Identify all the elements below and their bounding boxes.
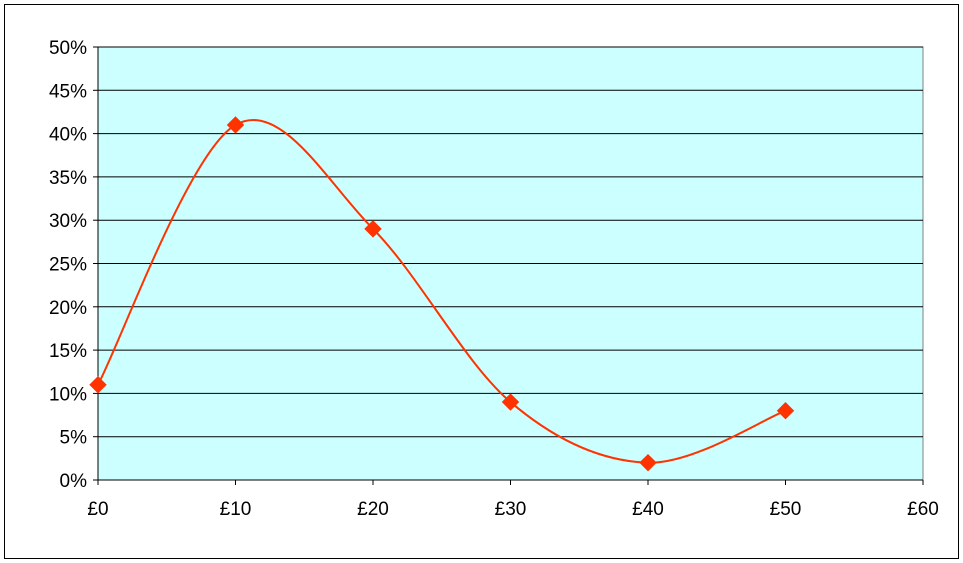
data-point-marker xyxy=(639,453,657,472)
y-tick-label: 5% xyxy=(60,428,88,449)
y-tick-label: 30% xyxy=(49,211,87,232)
y-tick-label: 0% xyxy=(60,471,88,492)
y-tick-label: 35% xyxy=(49,168,87,189)
x-tick-label: £30 xyxy=(495,499,527,520)
y-tick-label: 40% xyxy=(49,125,87,146)
x-tick-label: £60 xyxy=(907,499,939,520)
series-group xyxy=(89,116,795,472)
data-point-marker xyxy=(226,116,245,134)
x-tick-label: £10 xyxy=(220,499,252,520)
data-point-marker xyxy=(364,220,382,238)
y-tick-label: 45% xyxy=(49,81,87,102)
y-tick-label: 50% xyxy=(49,38,87,59)
x-tick-label: £50 xyxy=(770,499,802,520)
y-axis-ticks: 0% 5% 10% 15% 20% 25% 30% 35% 40% 45% 50% xyxy=(49,38,99,492)
data-point-marker xyxy=(501,393,520,411)
y-tick-label: 20% xyxy=(49,298,87,319)
data-point-marker xyxy=(776,402,795,420)
x-axis-ticks: £0 £10 £20 £30 £40 £50 £60 xyxy=(87,479,939,520)
x-tick-label: £20 xyxy=(357,499,389,520)
x-tick-label: £0 xyxy=(87,499,108,520)
y-tick-label: 10% xyxy=(49,384,87,405)
y-tick-label: 25% xyxy=(49,255,87,276)
x-tick-label: £40 xyxy=(632,499,664,520)
y-tick-label: 15% xyxy=(49,341,87,362)
data-point-marker xyxy=(89,376,107,394)
